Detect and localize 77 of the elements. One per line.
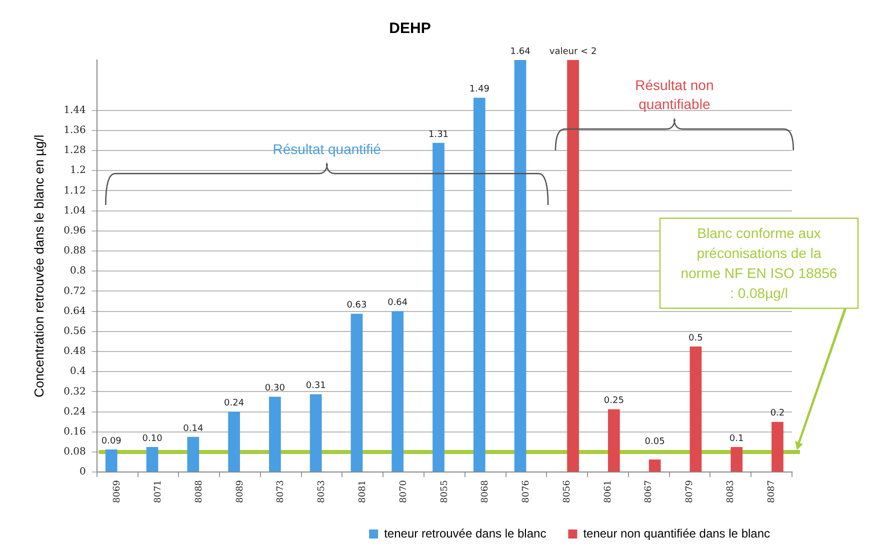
y-tick-label: 0.08 <box>64 446 86 458</box>
bar <box>432 142 444 472</box>
y-tick-label: 0.96 <box>64 225 86 236</box>
x-tick-label: 8055 <box>440 480 450 503</box>
x-tick-label: 8088 <box>194 480 204 503</box>
y-tick-label: 1.2 <box>70 165 86 176</box>
x-tick-label: 8076 <box>522 480 532 503</box>
data-label: 0.10 <box>142 434 163 444</box>
y-tick-label: 1.12 <box>64 185 86 196</box>
y-tick-label: 1.36 <box>64 124 86 136</box>
bar <box>690 346 702 472</box>
data-label: 0.05 <box>644 436 665 447</box>
y-tick-label: 1.28 <box>64 145 86 156</box>
data-label: 0.24 <box>224 398 244 409</box>
y-tick-label: 0.8 <box>70 266 86 277</box>
bar <box>514 60 526 472</box>
bar <box>187 436 200 472</box>
x-tick-label: 8067 <box>644 480 654 503</box>
y-tick-label: 1.44 <box>64 104 86 116</box>
data-label: 0.64 <box>388 298 408 308</box>
data-label: 0.31 <box>306 381 326 392</box>
y-tick-label: 0.56 <box>64 326 86 337</box>
bar <box>392 311 404 472</box>
y-tick-label: 0.32 <box>64 386 86 398</box>
bar <box>608 409 620 472</box>
data-label: 0.25 <box>604 396 624 406</box>
bar <box>269 396 281 472</box>
y-tick-label: 0.24 <box>64 406 86 418</box>
x-tick-label: 8056 <box>562 480 572 503</box>
annotation: Résultat quantifié <box>272 140 382 159</box>
bar <box>146 446 158 472</box>
y-tick-label: 0.16 <box>64 426 86 438</box>
bar <box>310 394 322 472</box>
bar <box>473 98 486 472</box>
y-tick-label: 0.48 <box>64 346 86 358</box>
y-tick-label: 0.64 <box>64 306 86 317</box>
x-tick-label: 8068 <box>480 480 491 503</box>
data-label: 1.64 <box>510 46 531 57</box>
x-tick-label: 8053 <box>317 480 328 503</box>
x-tick-label: 8073 <box>276 480 286 503</box>
data-label: 0.14 <box>183 424 204 434</box>
x-tick-label: 8079 <box>685 480 696 503</box>
x-tick-label: 8083 <box>726 480 736 503</box>
bar <box>730 446 743 472</box>
legend-label: teneur non quantifiée dans le blanc <box>583 526 770 540</box>
bar <box>567 60 579 472</box>
data-label: 0.1 <box>729 434 744 444</box>
x-tick-label: 8071 <box>154 480 164 503</box>
bar <box>105 449 118 472</box>
x-tick-label: 8061 <box>603 480 614 503</box>
bar <box>228 412 240 472</box>
data-label: 1.49 <box>469 84 490 95</box>
y-axis-title: Concentration retrouvée dans le blanc en µg/l <box>31 134 46 398</box>
bar <box>648 460 661 472</box>
chart-title: DEHP <box>389 20 431 38</box>
x-tick-label: 8087 <box>766 480 777 503</box>
annotation: Résultat non quantifiable <box>634 76 715 114</box>
y-tick-label: 0.88 <box>64 246 86 257</box>
x-tick-label: 8081 <box>358 480 368 503</box>
x-tick-label: 8069 <box>112 480 123 503</box>
y-tick-label: 1.04 <box>64 205 86 216</box>
y-tick-label: 0.4 <box>70 366 86 378</box>
x-tick-label: 8070 <box>398 480 409 503</box>
data-label: 1.31 <box>428 130 449 140</box>
data-label: 0.09 <box>101 436 122 446</box>
data-label: valeur < 2 <box>549 46 597 57</box>
bar <box>772 422 784 472</box>
data-label: 0.2 <box>770 408 785 419</box>
bar <box>350 314 363 472</box>
ref-line-label: Blanc conforme aux préconisations de la norme NF EN ISO 18856 : 0.08µg/l <box>680 224 838 304</box>
legend-label: teneur retrouvée dans le blanc <box>384 526 546 540</box>
data-label: 0.30 <box>264 384 286 394</box>
data-label: 0.5 <box>688 333 703 344</box>
y-tick-label: 0 <box>79 466 86 478</box>
data-label: 0.63 <box>346 300 367 311</box>
x-tick-label: 8089 <box>235 480 246 503</box>
y-tick-label: 0.72 <box>64 286 86 297</box>
